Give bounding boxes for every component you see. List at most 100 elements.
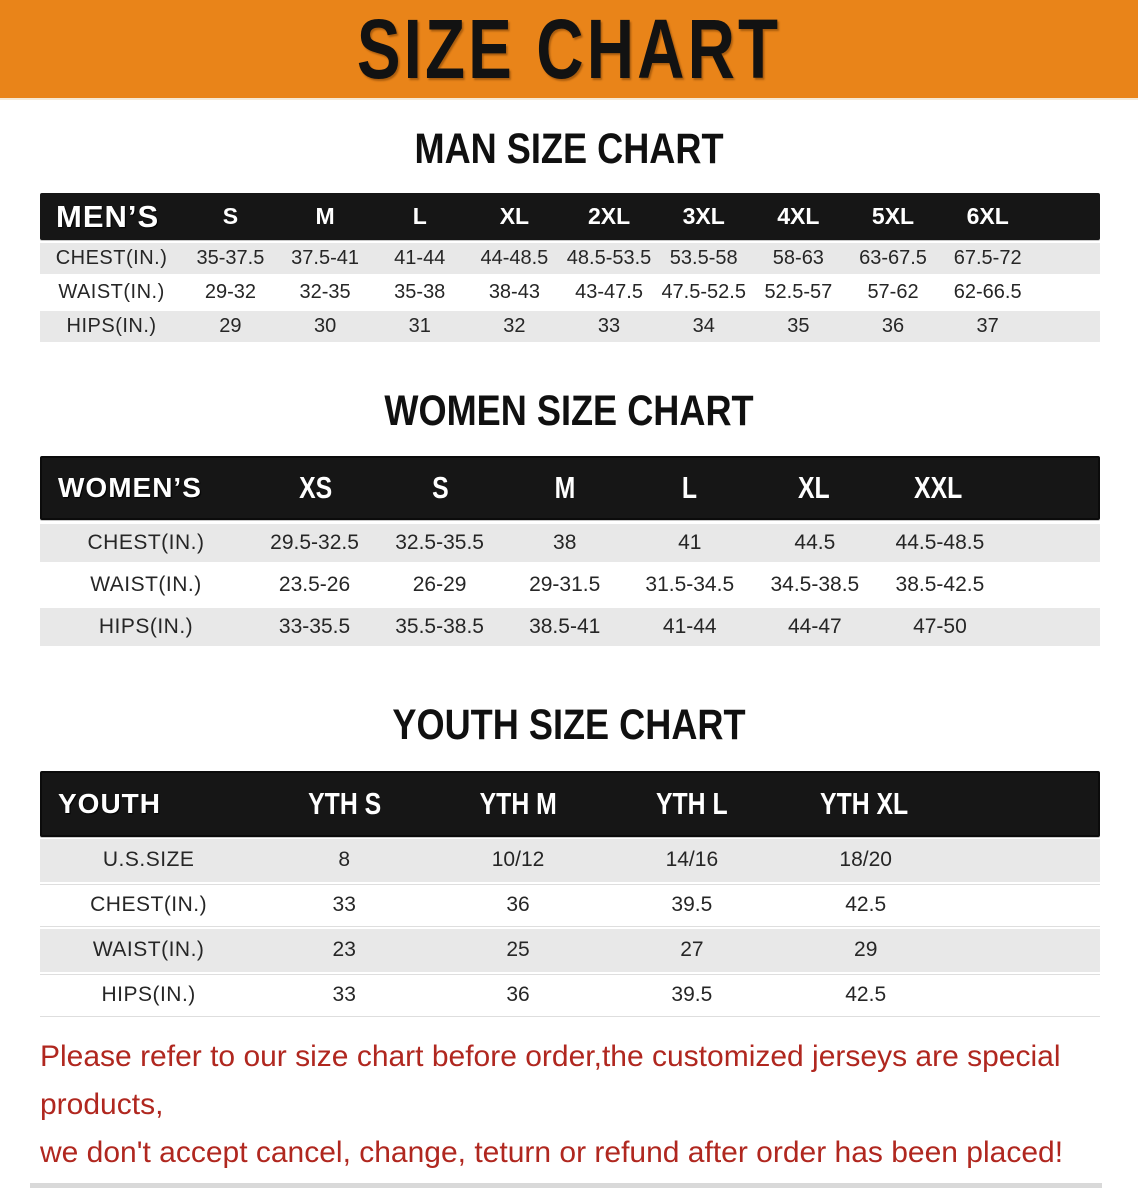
youth-size-table: YOUTH YTH S YTH M YTH L YTH XL U.S.SIZE 8 10/12… [40, 770, 1100, 1017]
size-column-header: YTH XL [778, 786, 951, 822]
table-name-label: YOUTH [58, 787, 161, 819]
size-value: 33 [332, 983, 356, 1007]
size-value: 32.5-35.5 [395, 530, 484, 554]
size-value: 52.5-57 [764, 281, 833, 304]
size-value: 26-29 [412, 572, 467, 596]
size-column-header: YTH M [432, 786, 605, 822]
size-value: 43-47.5 [575, 281, 643, 304]
size-value: 42.5 [845, 893, 887, 917]
size-value: 38 [553, 530, 577, 554]
size-value: 38.5-42.5 [895, 572, 985, 596]
women-size-table: WOMEN’S XS S M L XL XXL CHEST(IN.) 29.5-32.5 32.5… [40, 455, 1100, 646]
size-column-header: XXL [876, 470, 1001, 506]
size-value: 36 [881, 315, 905, 338]
measurement-label: CHEST(IN.) [55, 247, 168, 270]
size-value: 47-50 [913, 614, 967, 638]
size-value: 30 [313, 315, 337, 338]
size-value: 33-35.5 [278, 614, 351, 638]
size-value: 47.5-52.5 [661, 281, 746, 304]
bottom-divider [30, 1182, 1102, 1188]
man-size-chart-heading: MAN SIZE CHART [414, 125, 724, 173]
size-value: 44.5-48.5 [895, 530, 985, 554]
size-column-header: 3XL [656, 203, 751, 230]
size-value: 38.5-41 [529, 614, 601, 638]
notice-line-1: Please refer to our size chart before or… [40, 1039, 1061, 1121]
notice-line-2: we don't accept cancel, change, teturn o… [40, 1135, 1064, 1169]
size-column-label: 4XL [777, 203, 820, 230]
size-column-label: S [222, 203, 239, 230]
man-size-section: MAN SIZE CHART MEN’S S M L XL 2XL 3XL 4XL 5XL 6XL… [0, 125, 1138, 343]
size-column-label: YTH L [655, 785, 728, 821]
size-column-header: M [278, 203, 373, 230]
size-column-header: S [183, 203, 278, 230]
table-row: CHEST(IN.) 33 36 39.5 42.5 [40, 883, 1100, 927]
women-size-chart-heading: WOMEN SIZE CHART [384, 387, 754, 436]
table-header-row: YOUTH YTH S YTH M YTH L YTH XL [40, 770, 1100, 837]
size-value: 36 [506, 893, 530, 917]
size-column-label: XXL [914, 469, 963, 505]
size-column-label: 3XL [682, 203, 725, 230]
size-value: 18/20 [839, 848, 892, 872]
table-name-label: WOMEN’S [58, 471, 202, 503]
measurement-label: WAIST(IN.) [58, 281, 165, 304]
size-value: 44.5 [794, 530, 836, 554]
table-name-label: MEN’S [56, 198, 160, 234]
youth-size-chart-heading: YOUTH SIZE CHART [392, 700, 746, 749]
size-value: 29 [219, 315, 242, 338]
size-value: 14/16 [665, 848, 719, 872]
measurement-label: HIPS(IN.) [98, 614, 194, 638]
table-header-row: WOMEN’S XS S M L XL XXL [40, 455, 1100, 520]
size-value: 53.5-58 [669, 247, 738, 270]
size-column-header: XL [752, 470, 877, 506]
measurement-label: CHEST(IN.) [87, 530, 205, 554]
women-size-section: WOMEN SIZE CHART WOMEN’S XS S M L XL XXL CHEST(… [0, 387, 1138, 646]
measurement-label: WAIST(IN.) [90, 572, 202, 596]
size-value: 33 [597, 315, 621, 338]
size-value: 44-48.5 [480, 247, 549, 270]
size-chart-content: MAN SIZE CHART MEN’S S M L XL 2XL 3XL 4XL 5XL 6XL… [0, 125, 1138, 1188]
table-row: WAIST(IN.) 29-32 32-35 35-38 38-43 43-47.5 47.… [40, 277, 1100, 309]
size-value: 23 [332, 938, 356, 962]
size-value: 44-47 [787, 614, 842, 638]
table-row: U.S.SIZE 8 10/12 14/16 18/20 [40, 838, 1100, 882]
size-value: 39.5 [671, 983, 713, 1007]
size-column-header: 2XL [562, 203, 657, 230]
size-value: 67.5-72 [953, 247, 1022, 270]
size-column-header: YTH S [258, 786, 431, 822]
measurement-label: HIPS(IN.) [101, 983, 196, 1007]
size-value: 62-66.5 [953, 281, 1022, 304]
size-value: 25 [506, 938, 530, 962]
men-size-table: MEN’S S M L XL 2XL 3XL 4XL 5XL 6XL CHEST(IN.) 35-37… [40, 193, 1100, 343]
size-value: 8 [338, 848, 351, 872]
table-row: CHEST(IN.) 29.5-32.5 32.5-35.5 38 41 44.5 44.5… [40, 523, 1100, 562]
size-column-header: 6XL [940, 203, 1035, 230]
size-column-label: 2XL [587, 203, 631, 230]
size-value: 27 [680, 938, 704, 962]
size-column-label: XL [499, 203, 530, 230]
size-value: 35.5-38.5 [395, 614, 484, 638]
measurement-label: U.S.SIZE [102, 848, 195, 872]
size-value: 41-44 [394, 247, 446, 270]
size-value: 29 [854, 938, 878, 962]
size-value: 32 [503, 315, 526, 338]
size-column-label: YTH S [308, 785, 382, 821]
measurement-label: CHEST(IN.) [90, 893, 208, 917]
table-row: WAIST(IN.) 23 25 27 29 [40, 928, 1100, 972]
size-column-label: M [315, 203, 335, 230]
size-column-label: L [681, 469, 697, 505]
table-row: CHEST(IN.) 35-37.5 37.5-41 41-44 44-48.5 48.5… [40, 243, 1100, 275]
measurement-label: WAIST(IN.) [92, 938, 205, 962]
size-value: 34 [692, 315, 715, 338]
size-column-label: L [412, 203, 427, 230]
size-column-header: L [627, 470, 752, 506]
size-column-header: XS [253, 470, 378, 506]
size-column-label: S [431, 469, 449, 505]
order-notice: Please refer to our size chart before or… [40, 1033, 1118, 1177]
size-value: 38-43 [488, 281, 540, 304]
size-value: 29.5-32.5 [270, 530, 359, 554]
size-value: 33 [332, 893, 356, 917]
size-value: 41 [678, 530, 702, 554]
size-column-header: 5XL [846, 203, 941, 230]
size-value: 57-62 [867, 281, 919, 304]
size-value: 31.5-34.5 [645, 572, 735, 596]
